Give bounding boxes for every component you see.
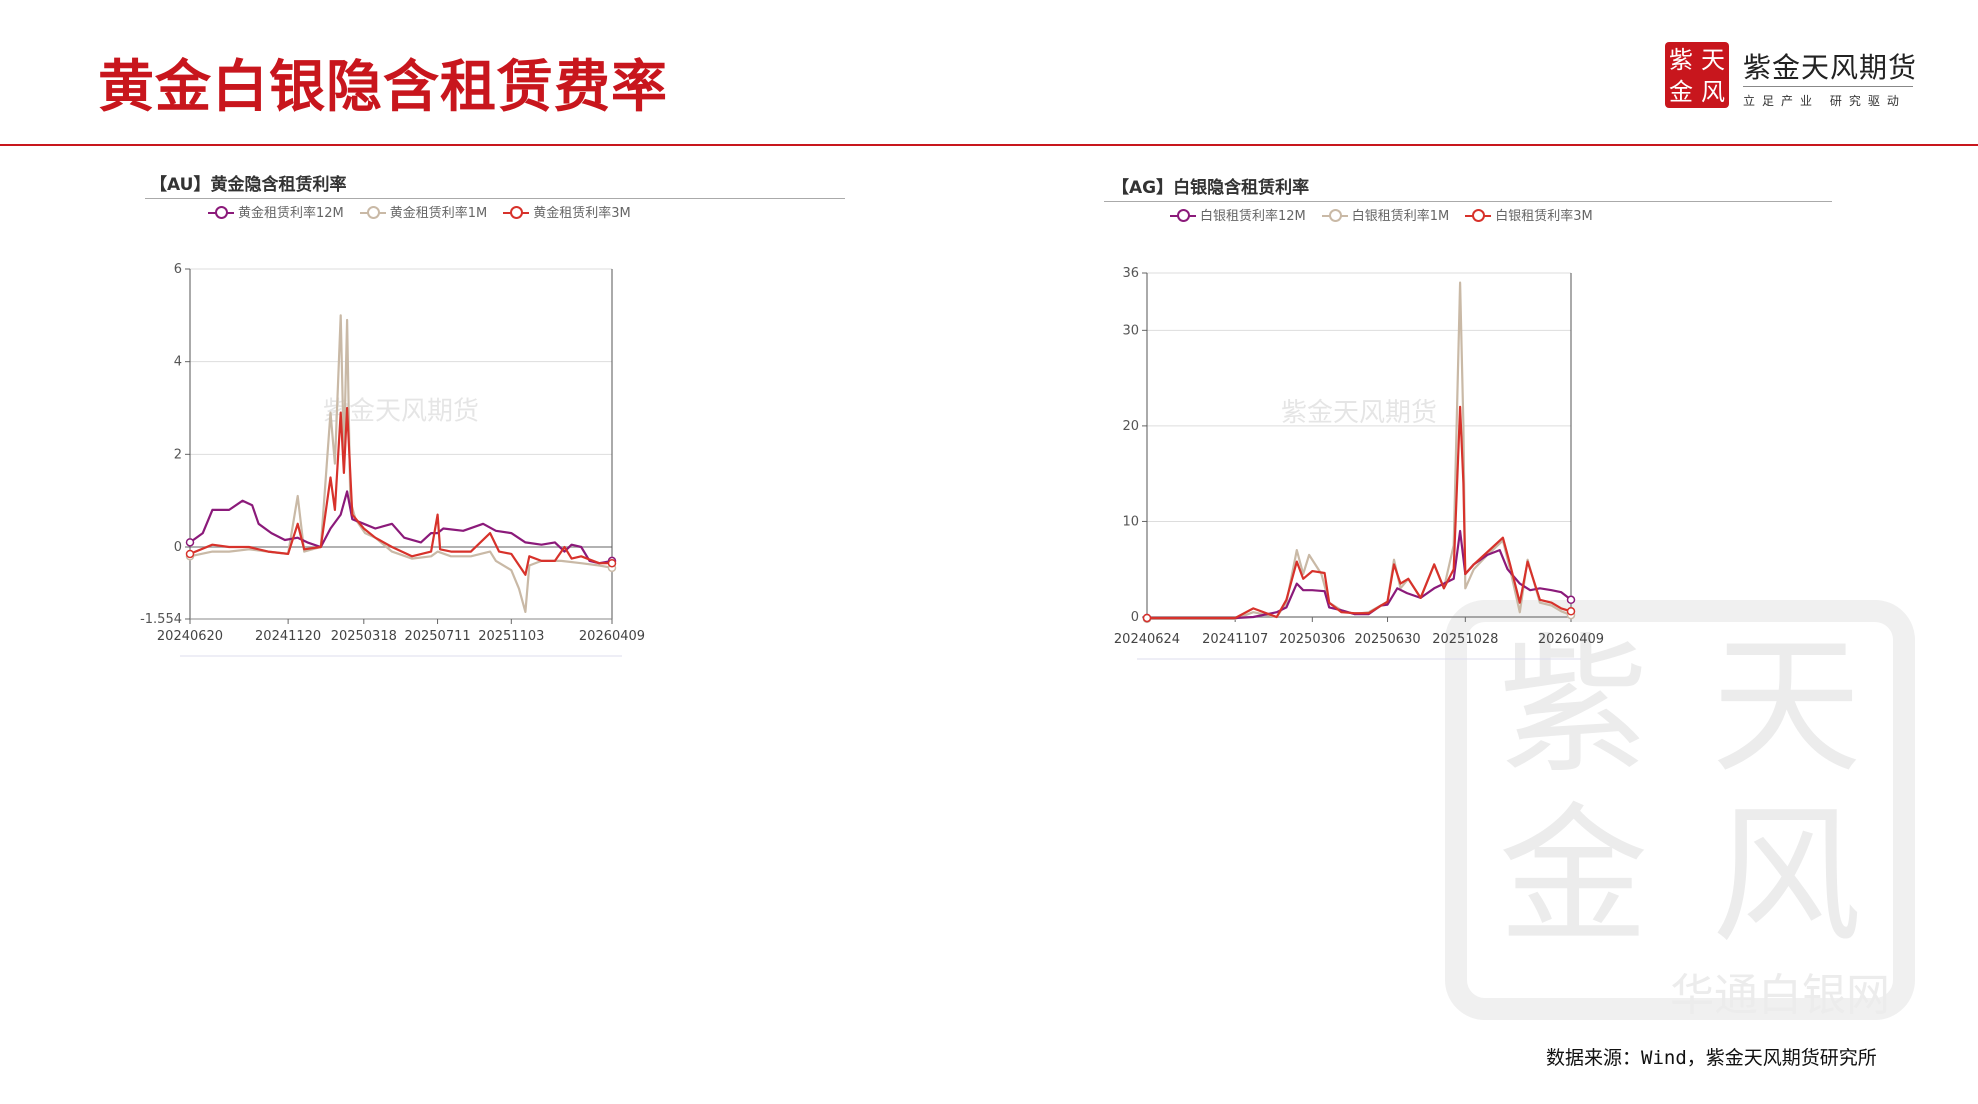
company-logo: 紫 天 金 风 紫金天风期货 立足产业 研究驱动 [1665, 42, 1925, 112]
legend-marker-icon [1321, 208, 1348, 222]
seal-char: 天 [1701, 46, 1725, 74]
legend-item-ag-12m[interactable]: 白银租赁利率12M [1170, 205, 1306, 224]
seal-char: 紫 [1498, 620, 1649, 794]
au-series-line-0 [189, 490, 613, 565]
legend-marker-icon [1170, 208, 1196, 222]
au-ytick-label: 4 [174, 355, 182, 370]
ag-chart-watermark: 紫金天风期货 [1281, 398, 1437, 428]
au-series-line-2 [189, 406, 612, 576]
ag-ytick-label: 36 [1122, 266, 1139, 281]
legend-label: 黄金租赁利率1M [389, 206, 488, 221]
legend-item-ag-1m[interactable]: 白银租赁利率1M [1321, 205, 1450, 224]
au-xtick-label: 20240620 [157, 629, 223, 644]
ag-xtick-label: 20241107 [1202, 632, 1268, 647]
seal-char: 金 [1669, 77, 1693, 106]
seal-char: 天 [1711, 620, 1862, 794]
logo-divider [1743, 86, 1913, 87]
au-ytick-label: 2 [174, 447, 182, 462]
logo-slogan: 立足产业 研究驱动 [1743, 94, 1906, 108]
legend-marker-icon [1465, 208, 1492, 222]
legend-item-au-3m[interactable]: 黄金租赁利率3M [503, 202, 631, 221]
seal-char: 风 [1701, 77, 1725, 106]
legend-marker-icon [208, 205, 234, 219]
legend-label: 黄金租赁利率3M [533, 206, 631, 221]
legend-label: 白银租赁利率12M [1200, 209, 1306, 224]
au-xtick-label: 20241120 [255, 629, 321, 644]
au-ytick-label: 0 [174, 540, 182, 555]
ag-ytick-label: 0 [1131, 610, 1139, 625]
ag-series-line-0 [1147, 529, 1572, 620]
ag-ytick-label: 20 [1122, 419, 1139, 434]
au-xtick-label: 20260409 [579, 629, 645, 644]
seal-char: 金 [1498, 790, 1649, 964]
logo-name: 紫金天风期货 [1743, 51, 1918, 84]
legend-label: 白银租赁利率1M [1351, 209, 1450, 224]
au-xtick-label: 20250711 [404, 629, 470, 644]
legend-item-au-12m[interactable]: 黄金租赁利率12M [208, 202, 344, 221]
ag-xtick-label: 20240624 [1114, 632, 1180, 647]
page-title: 黄金白银隐含租赁费率 [98, 54, 668, 120]
au-xtick-label: 20250318 [331, 629, 397, 644]
ag-xtick-label: 20250630 [1354, 632, 1420, 647]
au-series-marker [607, 558, 617, 568]
au-chart-title: 【AU】黄金隐含租赁利率 [150, 175, 347, 195]
logo-seal: 紫 天 金 风 [1665, 42, 1729, 108]
au-title-divider [145, 198, 845, 199]
ag-ytick-label: 30 [1122, 323, 1139, 338]
ag-series-marker [1142, 613, 1152, 623]
legend-item-au-1m[interactable]: 黄金租赁利率1M [359, 202, 488, 221]
ag-ytick-label: 10 [1122, 514, 1139, 529]
ag-xtick-label: 20250306 [1279, 632, 1345, 647]
legend-marker-icon [359, 205, 386, 219]
ag-series-line-2 [1147, 405, 1572, 620]
legend-label: 白银租赁利率3M [1495, 209, 1593, 224]
legend-item-ag-3m[interactable]: 白银租赁利率3M [1465, 205, 1593, 224]
ag-xtick-label: 20260409 [1538, 632, 1604, 647]
ag-legend: 白银租赁利率12M 白银租赁利率1M 白银租赁利率3M [1170, 205, 1593, 224]
data-source-note: 数据来源：Wind，紫金天风期货研究所 [1546, 1047, 1877, 1069]
au-series-marker [185, 538, 195, 547]
site-watermark: 华通白银网 [1670, 970, 1890, 1021]
au-xtick-label: 20251103 [478, 629, 544, 644]
seal-char: 风 [1711, 790, 1862, 964]
header-divider [0, 144, 1978, 146]
au-series-marker [185, 549, 195, 559]
ag-chart-title: 【AG】白银隐含租赁利率 [1112, 178, 1310, 198]
legend-label: 黄金租赁利率12M [238, 206, 344, 221]
legend-marker-icon [503, 205, 530, 219]
au-legend: 黄金租赁利率12M 黄金租赁利率1M 黄金租赁利率3M [208, 202, 631, 221]
ag-title-divider [1104, 201, 1832, 202]
ag-series-marker [1566, 595, 1576, 605]
au-series-line-1 [189, 314, 613, 613]
seal-char: 紫 [1669, 46, 1693, 74]
au-ytick-label: 6 [174, 262, 182, 277]
ag-series-marker [1566, 607, 1576, 616]
au-ytick-label: -1.554 [140, 612, 182, 627]
ag-xtick-label: 20251028 [1432, 632, 1498, 647]
